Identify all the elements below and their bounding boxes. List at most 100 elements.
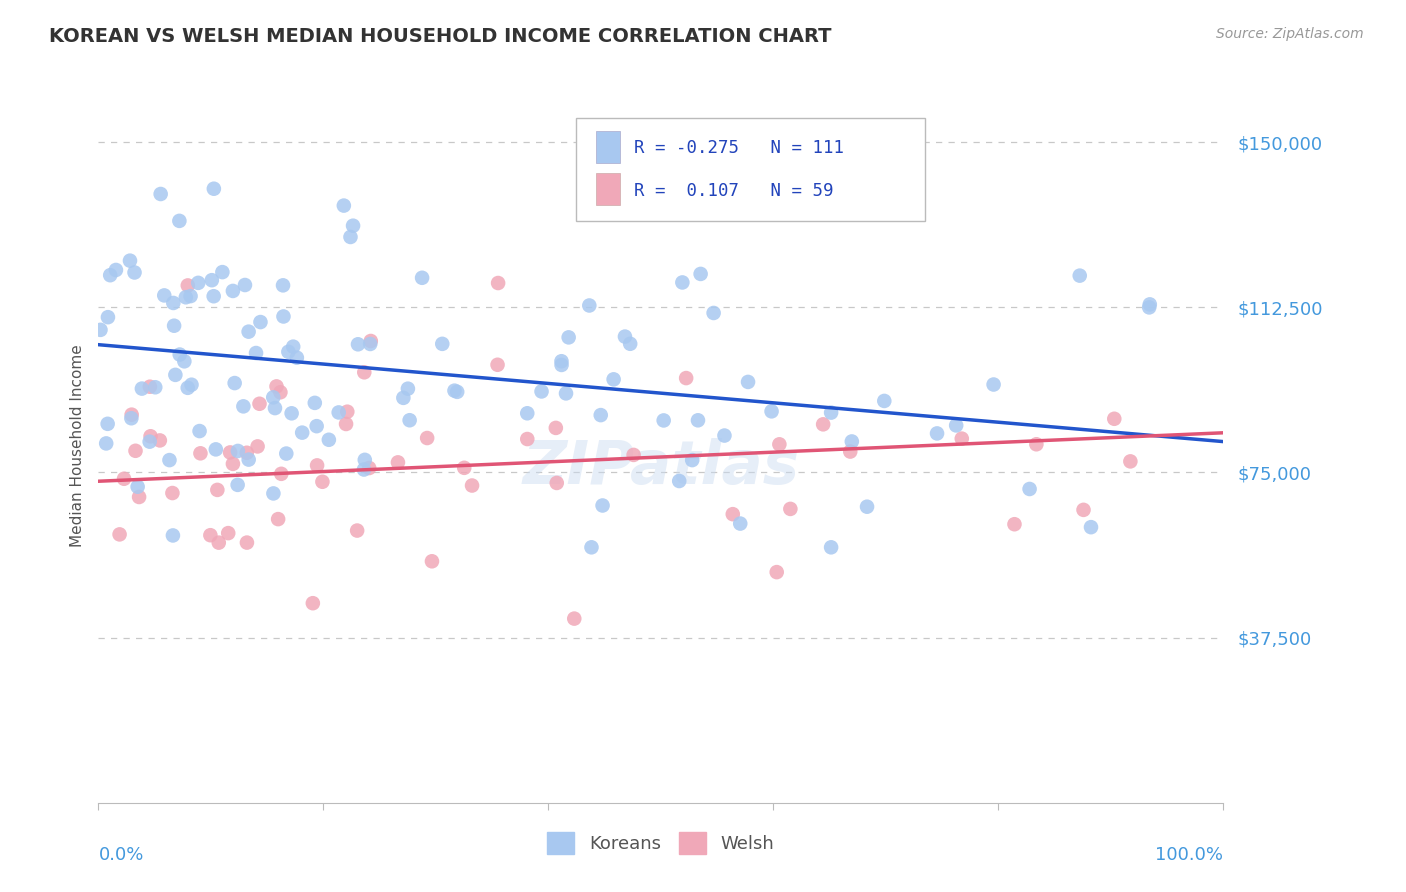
Text: 0.0%: 0.0% [98,846,143,863]
Point [1004,517,1026,532]
Point [820,406,842,420]
Point [173,354,195,368]
Point [232,400,254,414]
Bar [596,130,620,162]
Point [269,385,291,400]
Point [983,377,1005,392]
Point [873,393,896,408]
Point [262,390,284,404]
Point [188,424,211,438]
Point [96,436,118,450]
Point [1104,411,1126,425]
Point [681,453,703,467]
Text: R =  0.107   N = 59: R = 0.107 N = 59 [634,182,834,200]
Text: 100.0%: 100.0% [1156,846,1223,863]
Point [205,442,228,457]
Point [546,475,568,490]
Y-axis label: Median Household Income: Median Household Income [69,344,84,548]
Point [139,380,162,394]
Point [174,290,197,304]
Point [236,535,259,549]
Point [453,460,475,475]
Point [131,382,153,396]
Point [801,194,824,208]
Point [208,535,231,549]
Point [841,434,863,449]
Legend: Koreans, Welsh: Koreans, Welsh [540,825,782,862]
Point [143,380,166,394]
Point [398,413,420,427]
Point [264,401,287,415]
Point [246,439,269,453]
Point [360,334,382,348]
Point [516,406,538,420]
Point [112,472,135,486]
Point [703,306,725,320]
Point [127,480,149,494]
Point [163,318,186,333]
Text: KOREAN VS WELSH MEDIAN HOUSEHOLD INCOME CORRELATION CHART: KOREAN VS WELSH MEDIAN HOUSEHOLD INCOME … [49,27,832,45]
Point [779,502,801,516]
Point [432,336,454,351]
Point [589,408,612,422]
Point [1069,268,1091,283]
Point [765,565,787,579]
Point [578,298,600,312]
Point [121,408,143,422]
Point [153,288,176,302]
Point [217,526,239,541]
Point [416,431,439,445]
Point [359,461,381,475]
Point [138,434,160,449]
Point [761,404,783,418]
Point [226,444,249,458]
Point [177,278,200,293]
Point [592,499,614,513]
Point [420,554,443,568]
Point [280,406,302,420]
Point [550,354,572,368]
Text: ZIPatlas: ZIPatlas [522,438,800,497]
Point [187,276,209,290]
Point [328,405,350,419]
Point [950,432,973,446]
Point [443,384,465,398]
Point [108,527,131,541]
Point [249,315,271,329]
Point [267,512,290,526]
Point [347,337,370,351]
Point [346,524,368,538]
Point [675,371,697,385]
Point [318,433,340,447]
Point [233,278,256,293]
Point [581,541,603,555]
Bar [596,173,620,205]
Point [689,267,711,281]
Point [671,276,693,290]
Point [311,475,333,489]
Point [353,462,375,476]
Point [820,541,842,555]
Point [262,486,284,500]
Point [728,516,751,531]
Point [856,500,879,514]
Point [124,443,146,458]
Point [1139,297,1161,311]
Point [190,446,212,460]
Point [307,458,329,473]
Point [1073,503,1095,517]
Point [169,214,191,228]
Point [238,325,260,339]
Point [486,276,509,290]
Point [285,351,308,365]
Point [180,377,202,392]
Point [623,448,645,462]
Point [945,418,967,433]
Point [335,417,357,431]
Point [544,421,567,435]
Point [1018,482,1040,496]
Point [169,347,191,361]
Point [411,270,433,285]
Point [89,323,111,337]
Point [277,344,299,359]
